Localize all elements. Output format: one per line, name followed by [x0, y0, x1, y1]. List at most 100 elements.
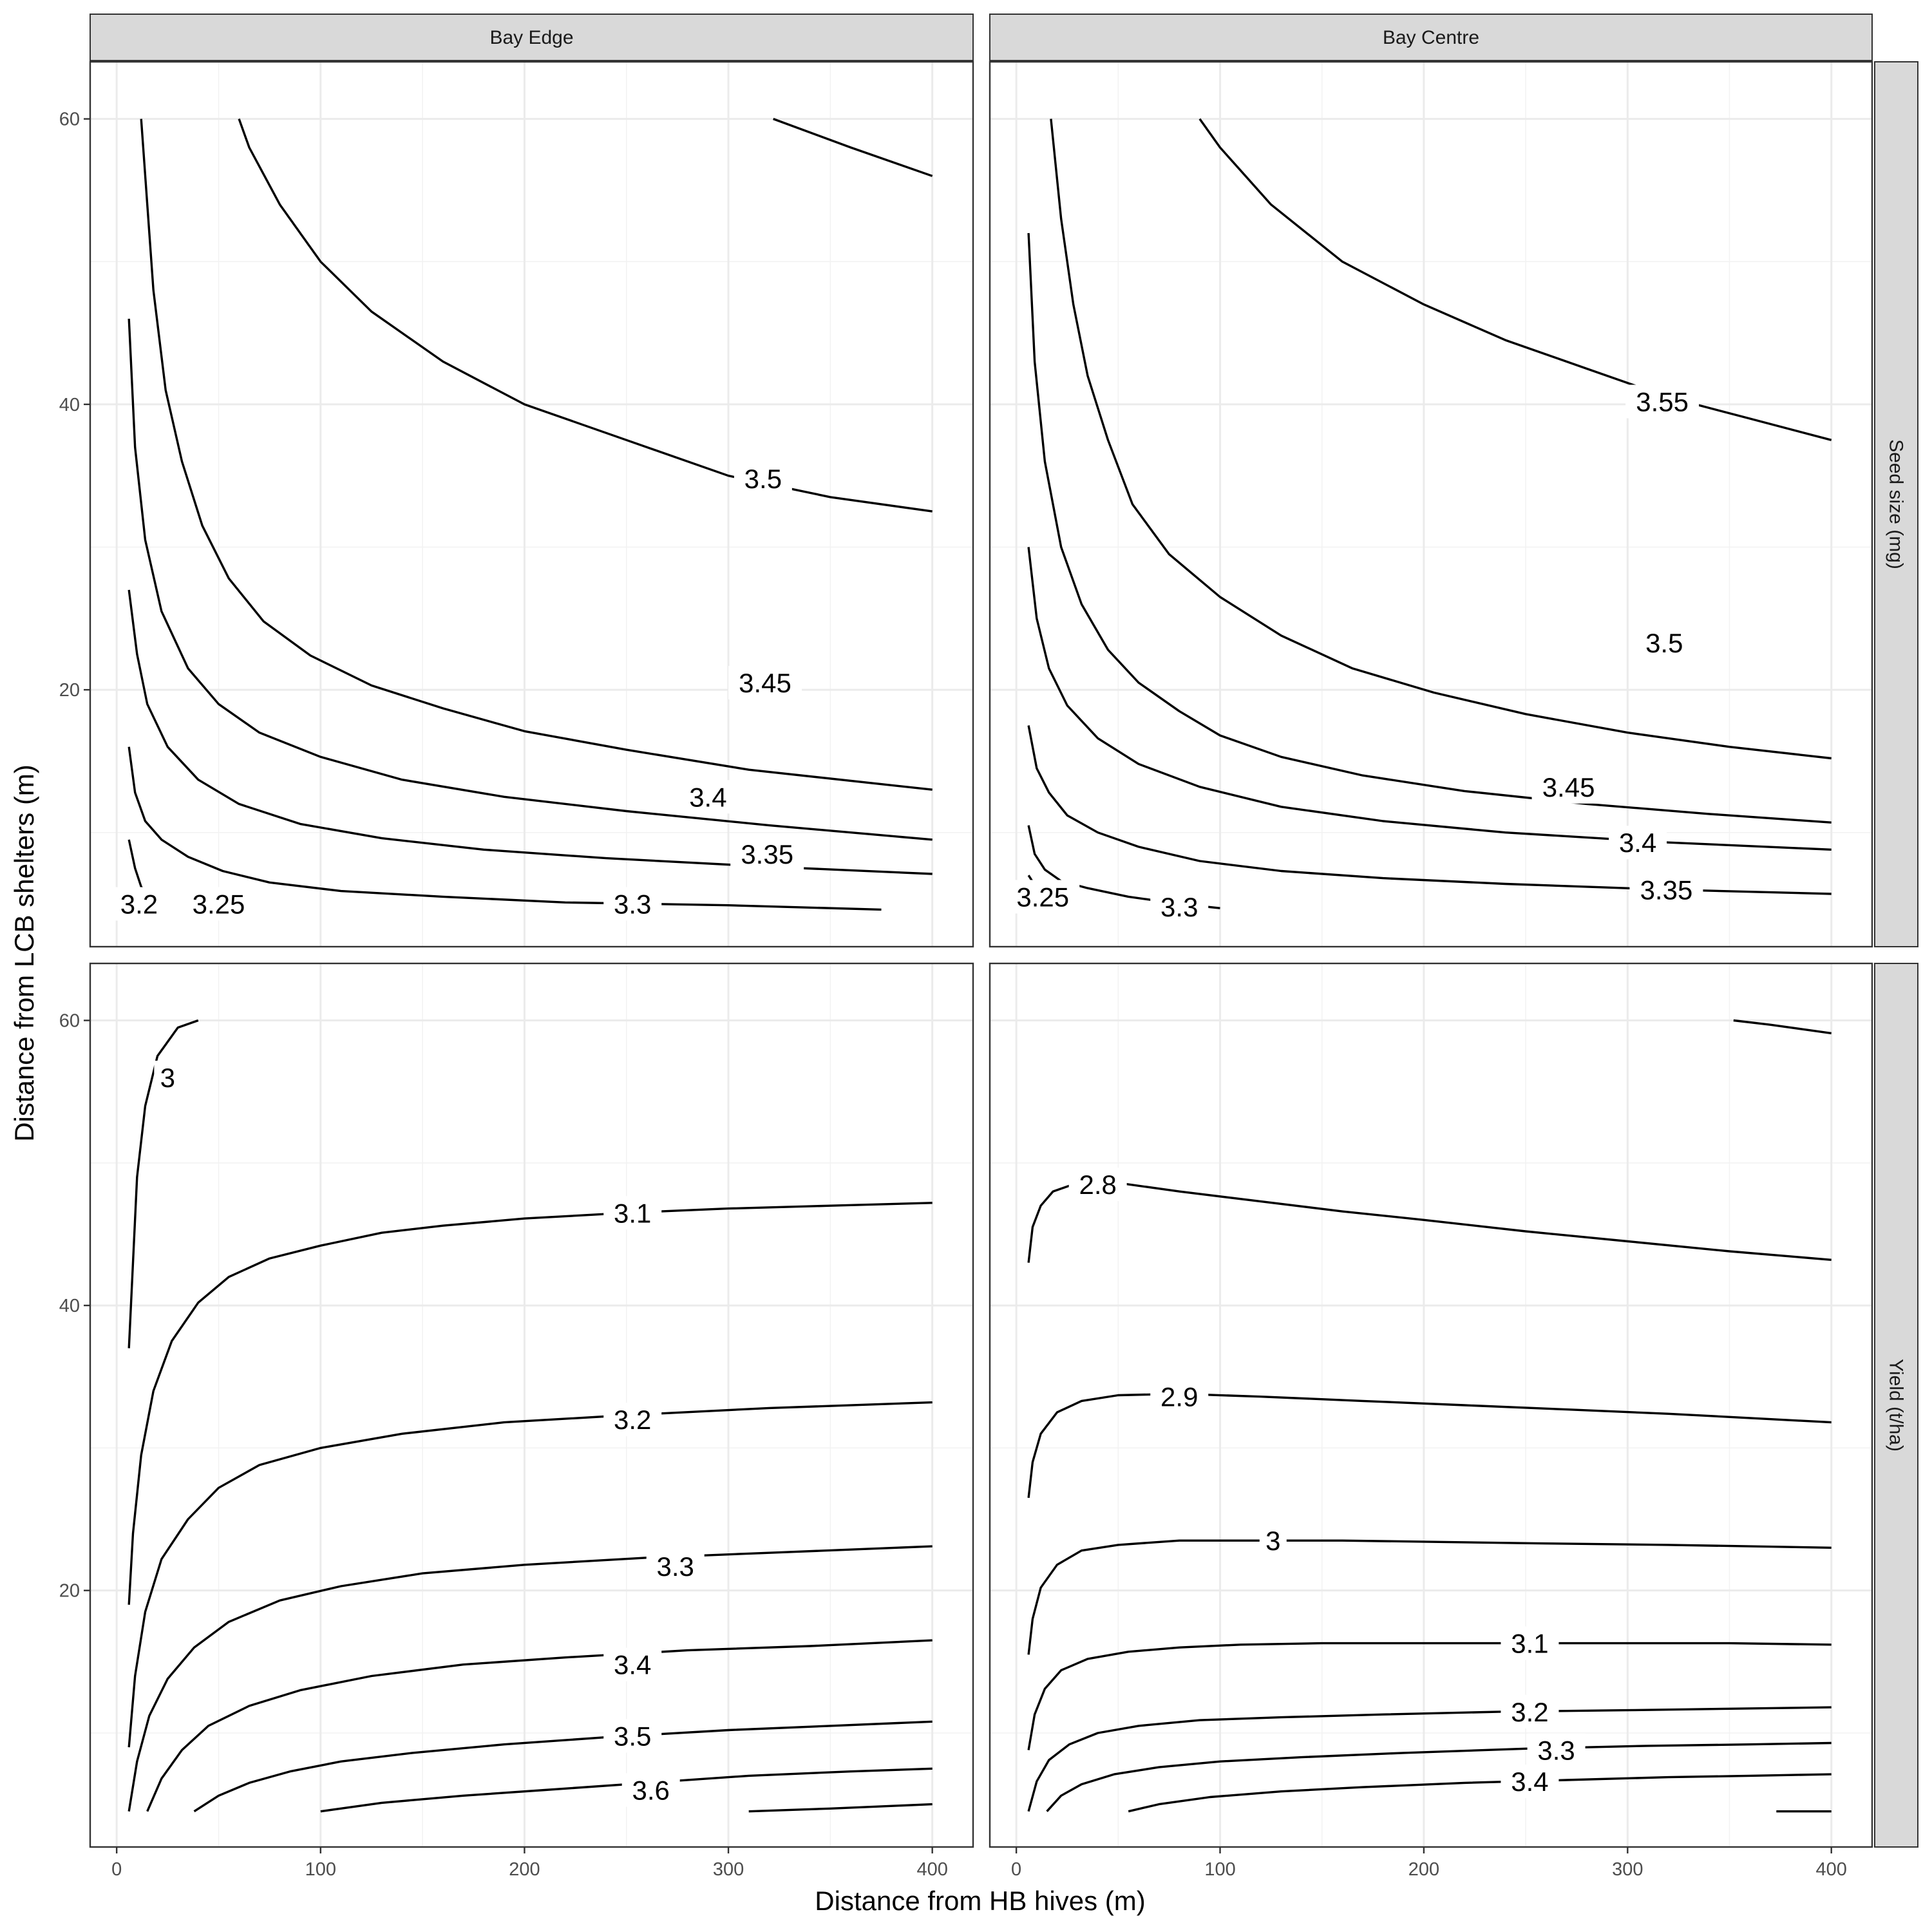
panel-background [990, 62, 1872, 947]
contour-label: 3.5 [1645, 628, 1683, 658]
contour-line-3-4 [1128, 1773, 1832, 1813]
contour-label-background [154, 1061, 182, 1095]
y-tick-label: 40 [59, 395, 80, 415]
contour-line-2-9 [1027, 1392, 1832, 1498]
contour-label-background [730, 837, 804, 871]
contour-label-background [1527, 1733, 1586, 1767]
contour-label-background [1625, 384, 1700, 419]
contour-line-3-1 [1027, 1642, 1832, 1750]
strips-layer: Bay Edge Bay Centre Seed size (mg) Yield (t… [90, 14, 1918, 1848]
contour-line-3-25 [128, 746, 882, 911]
panel-border [89, 962, 974, 1848]
contour-label: 3.45 [1542, 772, 1595, 802]
contour-label: 3.4 [1511, 1766, 1548, 1797]
panels-layer: 3.2 3.25 3.33.353.43.453.53.25 3.33.353.43.… [89, 61, 1873, 1848]
contour-label: 3.1 [614, 1198, 651, 1228]
contour-label-background [1068, 1168, 1127, 1201]
contour-label-background [1501, 1626, 1559, 1660]
contour-label: 3.2 [120, 889, 158, 920]
contour-label: 3.25 [193, 889, 245, 920]
contour-label: 3.2 [614, 1405, 651, 1435]
x-axis-title: Distance from HB hives (m) [815, 1886, 1145, 1916]
x-tick-label: 100 [305, 1859, 336, 1880]
contour-label-background [679, 780, 737, 814]
axes-layer: 20 40 60 20 40 60 0 100 200 300 400 0 100 200 300 400 [59, 109, 1847, 1880]
contour-lines [1027, 1019, 1832, 1813]
contour-label-background [603, 1719, 662, 1753]
contour-label: 3.5 [744, 464, 782, 494]
grid [990, 62, 1872, 947]
panel-bay-centre-seed-size-mg: 3.25 3.3 3.35 3.4 3.45 3.5 3.55 [989, 61, 1873, 948]
contour-label-background [1006, 880, 1080, 914]
panel-bay-edge-seed-size-mg: 3.2 3.25 3.3 3.35 3.4 3.45 3.5 [89, 61, 974, 948]
contour-line-3-4 [1027, 547, 1832, 851]
row-strip-seed-size-mg: Seed size (mg) [1874, 61, 1918, 947]
contour-label: 3.4 [614, 1650, 651, 1680]
contour-label-background [182, 887, 256, 921]
x-tick-label: 300 [713, 1859, 744, 1880]
contour-label: 3 [160, 1063, 175, 1093]
contour-label: 3.6 [632, 1775, 670, 1805]
column-strip-label: Bay Edge [489, 27, 573, 48]
contour-label: 3.3 [1160, 892, 1198, 922]
contour-label-background [1150, 889, 1209, 923]
contour-line-3-2 [1027, 1706, 1832, 1812]
contour-label-background [603, 1647, 662, 1681]
contour-label-background [1531, 770, 1605, 804]
x-tick-label: 100 [1204, 1859, 1235, 1880]
contour-line-3-5 [1050, 118, 1832, 760]
contour-line [748, 1803, 933, 1813]
contour-labels: 3 3.1 3.2 3.3 3.4 3.5 3.6 [154, 1061, 705, 1807]
panel-background [90, 62, 973, 947]
y-tick-label: 60 [59, 109, 80, 130]
x-tick-label: 400 [1816, 1859, 1847, 1880]
y-tick-label: 40 [59, 1296, 80, 1316]
contour-line-3-4 [146, 1639, 933, 1812]
contour-label: 3.4 [689, 782, 726, 812]
contour-label-background [621, 1773, 680, 1807]
x-tick-label: 300 [1612, 1859, 1643, 1880]
y-tick-label: 20 [59, 1581, 80, 1602]
contour-line-3-55 [1198, 118, 1832, 441]
contour-label: 3.3 [614, 889, 651, 920]
contour-label-background [1501, 1765, 1559, 1799]
y-tick-label: 60 [59, 1011, 80, 1032]
contour-labels: 2.8 2.9 3 3.1 3.2 3.33.4 [1068, 1168, 1586, 1799]
x-tick-label: 200 [1408, 1859, 1439, 1880]
contour-line-3-1 [128, 1202, 933, 1605]
contour-label-background [109, 887, 168, 921]
contour-label-background [1501, 1694, 1559, 1728]
contour-label-background [1150, 1379, 1209, 1414]
contour-label: 3.5 [614, 1721, 651, 1751]
contour-label-background [1259, 1524, 1287, 1558]
x-tick-label: 0 [111, 1859, 122, 1880]
contour-line-3-35 [1027, 725, 1832, 895]
contour-label: 3.3 [1537, 1736, 1575, 1766]
contour-label: 3.3 [657, 1551, 694, 1582]
contour-label: 3.25 [1016, 882, 1069, 912]
row-strip-label: Yield (t/ha) [1886, 1359, 1907, 1452]
contour-line-3-3 [128, 589, 933, 875]
contour-label: 3.1 [1511, 1629, 1548, 1659]
panel-border [989, 962, 1873, 1848]
contour-label: 3.45 [739, 668, 791, 698]
x-tick-label: 200 [509, 1859, 540, 1880]
panel-bay-edge-yield-t-ha: 3 3.1 3.2 3.3 3.4 3.5 3.6 [89, 962, 974, 1848]
contour-label: 3.4 [1619, 828, 1656, 858]
x-axis-bay-centre: 0 100 200 300 400 [1011, 1847, 1847, 1880]
contour-line-3-5 [193, 1720, 933, 1813]
contour-label-background [734, 462, 792, 496]
contour-label: 3.2 [1511, 1697, 1548, 1727]
y-axis-title: Distance from LCB shelters (m) [9, 764, 39, 1142]
column-strip-bay-edge: Bay Edge [90, 14, 974, 61]
row-strip-yield-t-ha: Yield (t/ha) [1874, 963, 1918, 1848]
contour-line-3-5 [773, 118, 933, 177]
y-axis-seed-size-mg: 20 40 60 [59, 109, 90, 701]
x-tick-label: 400 [916, 1859, 947, 1880]
contour-label-background [603, 1196, 662, 1230]
contour-line-2-8 [1027, 1182, 1832, 1263]
contour-label-background [728, 666, 802, 700]
row-strip-label: Seed size (mg) [1886, 439, 1907, 569]
grid [90, 62, 973, 947]
